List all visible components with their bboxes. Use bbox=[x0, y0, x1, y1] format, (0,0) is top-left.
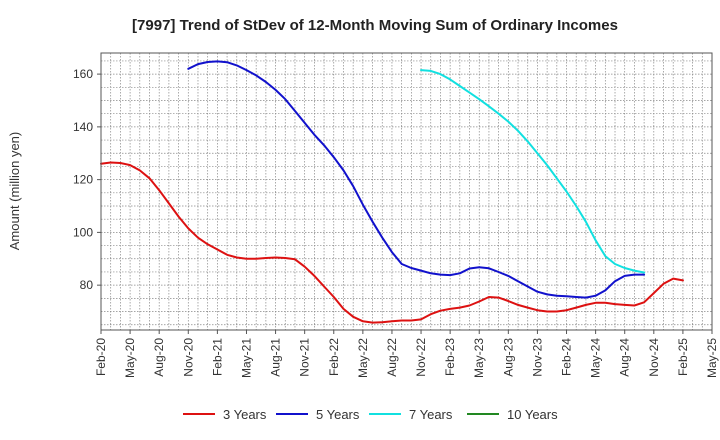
x-tick-label: Feb-22 bbox=[327, 338, 341, 376]
x-tick-label: May-21 bbox=[239, 338, 253, 378]
legend-label: 7 Years bbox=[409, 407, 453, 422]
x-tick-labels: Feb-20 May-20 Aug-20 Nov-20 Feb-21 May-21 Aug-… bbox=[94, 330, 719, 378]
x-tick-label: Nov-20 bbox=[181, 338, 195, 377]
x-tick-label: May-22 bbox=[356, 338, 370, 378]
x-tick-label: May-25 bbox=[705, 338, 719, 378]
y-tick-label: 80 bbox=[80, 278, 94, 292]
legend-label: 3 Years bbox=[223, 407, 267, 422]
x-tick-label: Feb-20 bbox=[94, 338, 108, 376]
y-tick-labels: 80 100 120 140 160 bbox=[73, 67, 101, 292]
x-tick-label: May-23 bbox=[472, 338, 486, 378]
x-tick-label: Nov-24 bbox=[647, 338, 661, 377]
x-tick-label: Feb-24 bbox=[560, 338, 574, 376]
x-tick-label: Feb-23 bbox=[443, 338, 457, 376]
y-tick-label: 100 bbox=[73, 225, 93, 239]
plot-area bbox=[100, 52, 713, 331]
y-axis-label: Amount (million yen) bbox=[7, 132, 22, 251]
y-tick-label: 120 bbox=[73, 173, 93, 187]
x-tick-label: Nov-21 bbox=[298, 338, 312, 377]
y-tick-label: 160 bbox=[73, 67, 93, 81]
series-lines bbox=[100, 60, 684, 324]
x-tick-label: Feb-21 bbox=[210, 338, 224, 376]
chart-title: [7997] Trend of StDev of 12-Month Moving… bbox=[132, 17, 618, 34]
series-line-7-years bbox=[420, 69, 646, 274]
x-tick-label: May-24 bbox=[589, 338, 603, 378]
x-tick-label: Aug-24 bbox=[618, 338, 632, 377]
x-tick-label: Aug-22 bbox=[385, 338, 399, 377]
legend-label: 5 Years bbox=[316, 407, 360, 422]
series-line-5-years bbox=[187, 60, 646, 299]
y-tick-label: 140 bbox=[73, 120, 93, 134]
x-tick-label: Aug-23 bbox=[501, 338, 515, 377]
legend-label: 10 Years bbox=[507, 407, 558, 422]
x-tick-label: Nov-23 bbox=[530, 338, 544, 377]
x-tick-label: Nov-22 bbox=[414, 338, 428, 377]
grid bbox=[101, 53, 712, 330]
x-tick-label: May-20 bbox=[123, 338, 137, 378]
legend: 3 Years 5 Years 7 Years 10 Years bbox=[183, 407, 558, 422]
x-tick-label: Aug-21 bbox=[269, 338, 283, 377]
x-tick-label: Aug-20 bbox=[152, 338, 166, 377]
series-line-3-years bbox=[100, 161, 684, 324]
x-tick-label: Feb-25 bbox=[676, 338, 690, 376]
